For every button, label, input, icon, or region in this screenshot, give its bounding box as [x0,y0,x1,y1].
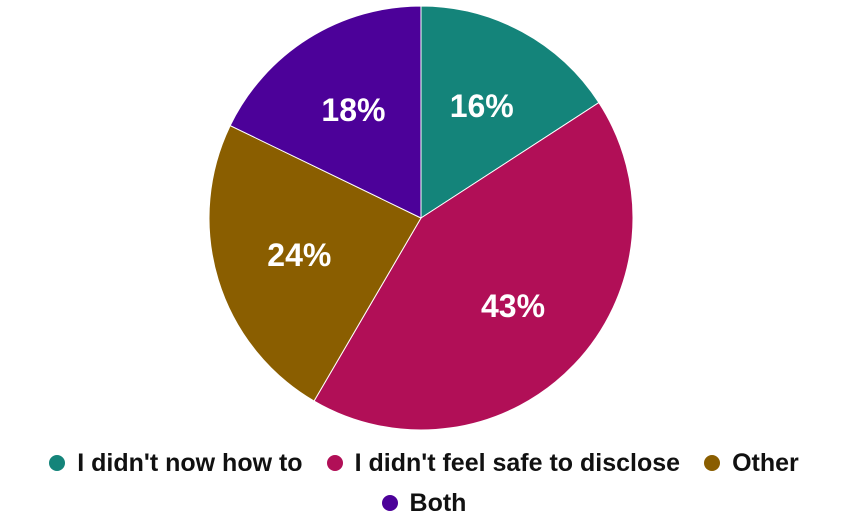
pie-slice-i-didn-t-feel-safe-to-disclose [313,101,634,431]
legend-item-i-didn-t-now-how-to: I didn't now how to [49,446,303,480]
slice-label-both: 18% [321,92,385,128]
pie-chart: 16% 43% 24% 18% [208,5,634,431]
legend-marker-icon [326,455,343,471]
legend-item-i-didn-t-feel-safe-to-disclose: I didn't feel safe to disclose [326,446,681,480]
legend-marker-icon [704,455,721,471]
legend-label: I didn't now how to [77,448,303,477]
slice-label-other: 24% [267,237,331,273]
pie-slice-i-didn-t-now-how-to [420,5,600,219]
legend-label: Other [732,448,799,477]
slice-label-i-didn-t-feel-safe-to-disclose: 43% [481,288,545,324]
legend-marker-icon [381,495,398,511]
legend-label: Both [409,488,467,517]
pie-slice-other [208,124,422,402]
legend-item-both: Both [381,486,467,520]
legend-item-other: Other [704,446,799,480]
slice-label-i-didn-t-now-how-to: 16% [450,88,514,124]
pie-slice-both [229,5,422,219]
chart-legend: I didn't now how to I didn't feel safe to… [0,446,848,520]
legend-label: I didn't feel safe to disclose [354,448,681,477]
legend-marker-icon [49,455,66,471]
